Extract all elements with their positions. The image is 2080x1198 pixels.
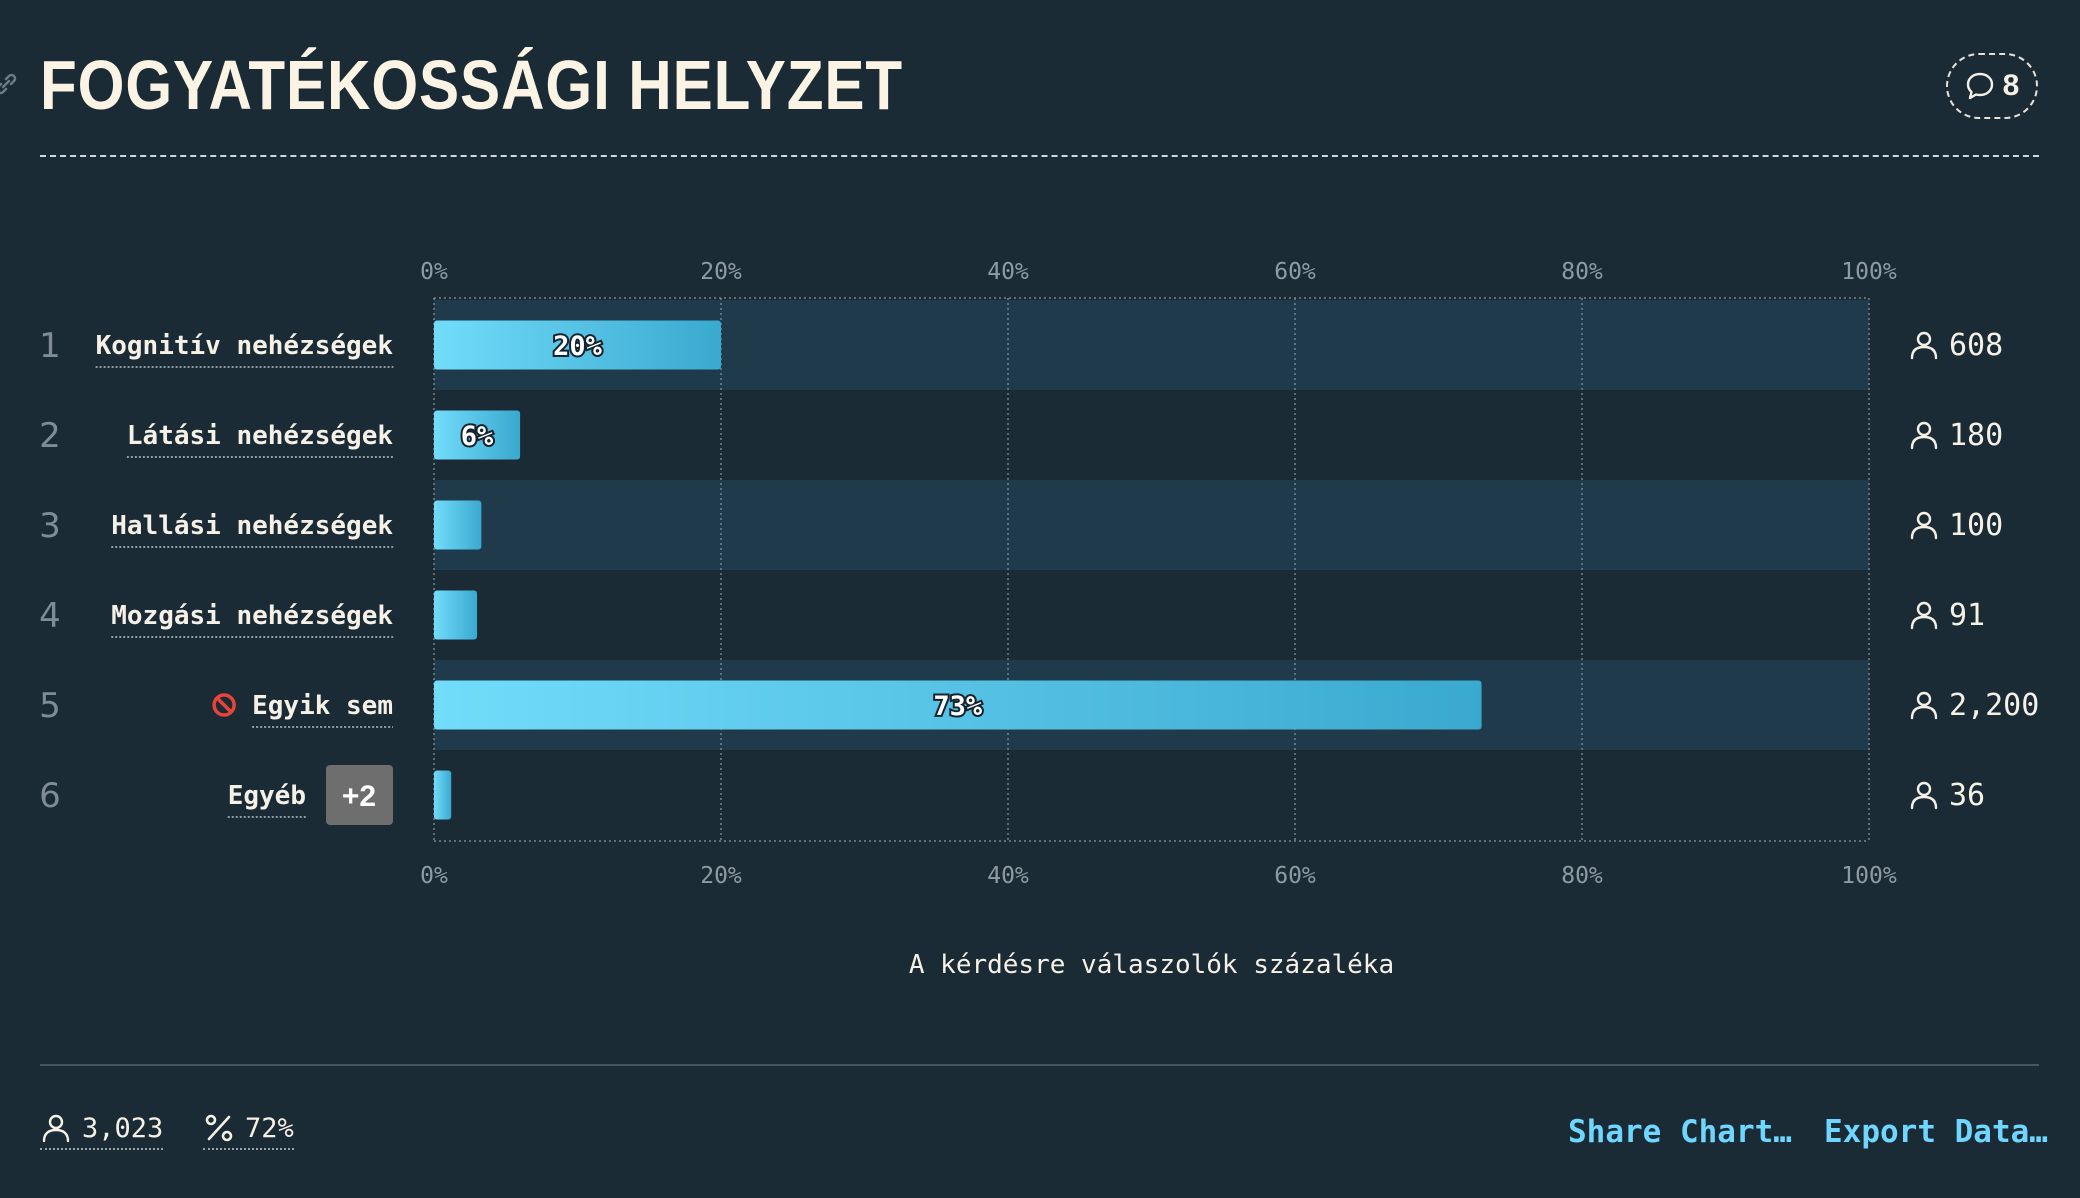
respondent-count: 36 bbox=[1949, 778, 1985, 813]
category-label[interactable]: Látási nehézségek bbox=[127, 421, 393, 451]
header-divider bbox=[40, 155, 2039, 157]
x-tick-label-bottom: 80% bbox=[1561, 863, 1603, 889]
link-icon[interactable] bbox=[0, 72, 18, 96]
bar-value-label: 73% bbox=[933, 691, 983, 722]
user-icon bbox=[1910, 781, 1938, 810]
footer-divider bbox=[40, 1064, 2039, 1066]
bar-value-label: 20% bbox=[553, 331, 603, 362]
rank-number: 4 bbox=[39, 596, 61, 636]
percent-icon bbox=[205, 1114, 233, 1142]
x-tick-label-bottom: 40% bbox=[987, 863, 1029, 889]
user-icon bbox=[42, 1114, 70, 1143]
category-label[interactable]: Kognitív nehézségek bbox=[96, 331, 394, 361]
bar bbox=[434, 770, 452, 820]
category-label[interactable]: Mozgási nehézségek bbox=[111, 601, 393, 631]
x-tick-label-top: 20% bbox=[700, 259, 742, 285]
bar bbox=[434, 680, 1482, 730]
percent-value: 72% bbox=[245, 1112, 294, 1144]
user-icon bbox=[1910, 421, 1938, 450]
category-label[interactable]: Egyéb bbox=[228, 781, 306, 811]
x-tick-label-top: 0% bbox=[420, 259, 448, 285]
x-tick-label-top: 40% bbox=[987, 259, 1029, 285]
more-badge-text: +2 bbox=[342, 780, 376, 813]
share-chart-link[interactable]: Share Chart… bbox=[1568, 1114, 1792, 1150]
percent-stat[interactable]: 72% bbox=[203, 1112, 294, 1150]
page-title: FOGYATÉKOSSÁGI HELYZET bbox=[40, 46, 903, 124]
row-band bbox=[434, 480, 1869, 570]
respondents-stat[interactable]: 3,023 bbox=[40, 1112, 164, 1150]
comment-icon bbox=[1966, 72, 1993, 100]
bar-value-label: 6% bbox=[461, 421, 494, 452]
user-icon bbox=[1910, 511, 1938, 540]
rank-number: 6 bbox=[39, 776, 61, 816]
x-tick-label-bottom: 100% bbox=[1841, 863, 1897, 889]
rank-number: 2 bbox=[39, 416, 61, 456]
user-icon bbox=[1910, 331, 1938, 360]
bar bbox=[434, 320, 721, 370]
respondent-count: 2,200 bbox=[1949, 688, 2039, 723]
export-data-link[interactable]: Export Data… bbox=[1824, 1114, 2048, 1150]
category-label[interactable]: Hallási nehézségek bbox=[111, 511, 393, 541]
respondent-count: 91 bbox=[1949, 598, 1985, 633]
x-tick-label-top: 100% bbox=[1841, 259, 1897, 285]
respondent-count: 608 bbox=[1949, 328, 2003, 363]
bar-chart: 0% 0% 20% 20% 40% 40% 60% 60% 80% 80% 100% 100% 1 20%… bbox=[39, 259, 2039, 980]
x-tick-label-bottom: 20% bbox=[700, 863, 742, 889]
respondent-count: 100 bbox=[1949, 508, 2003, 543]
x-tick-label-top: 60% bbox=[1274, 259, 1316, 285]
x-tick-label-bottom: 60% bbox=[1274, 863, 1316, 889]
prohibited-icon bbox=[212, 693, 236, 717]
user-icon bbox=[1910, 601, 1938, 630]
comment-count: 8 bbox=[2002, 69, 2020, 102]
x-axis-title: A kérdésre válaszolók százaléka bbox=[909, 950, 1394, 980]
bar bbox=[434, 500, 482, 550]
rank-number: 5 bbox=[39, 686, 61, 726]
x-tick-label-bottom: 0% bbox=[420, 863, 448, 889]
rank-number: 1 bbox=[39, 326, 61, 366]
comments-button[interactable]: 8 bbox=[1946, 53, 2038, 119]
x-tick-label-top: 80% bbox=[1561, 259, 1603, 285]
category-label[interactable]: Egyik sem bbox=[252, 691, 393, 721]
bar bbox=[434, 590, 478, 640]
rank-number: 3 bbox=[39, 506, 61, 546]
bar bbox=[434, 410, 521, 460]
respondent-count: 180 bbox=[1949, 418, 2003, 453]
user-icon bbox=[1910, 691, 1938, 720]
more-badge[interactable] bbox=[326, 765, 393, 825]
respondents-count: 3,023 bbox=[82, 1112, 164, 1144]
